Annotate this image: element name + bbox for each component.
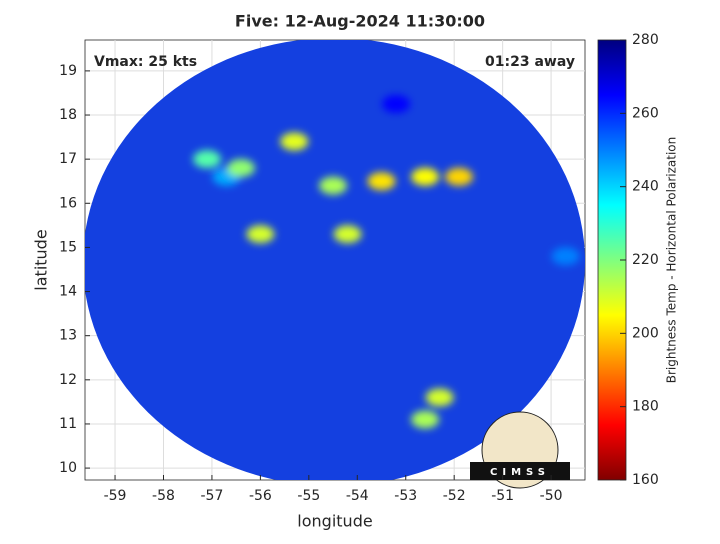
colorbar-tick-label: 220	[632, 252, 659, 268]
hotspot	[411, 167, 440, 186]
chart-title: Five: 12-Aug-2024 11:30:00	[235, 12, 485, 31]
hotspot	[333, 225, 362, 244]
y-tick-label: 12	[59, 372, 77, 388]
x-tick-label: -50	[540, 488, 563, 504]
colorbar-tick-label: 160	[632, 472, 659, 488]
x-tick-label: -57	[201, 488, 224, 504]
colorbar-tick-label: 260	[632, 105, 659, 121]
x-tick-label: -51	[491, 488, 514, 504]
y-tick-label: 14	[59, 284, 77, 300]
scan-disc	[85, 40, 585, 480]
x-tick-label: -55	[297, 488, 320, 504]
x-tick-label: -56	[249, 488, 272, 504]
logo-text: CIMSS	[490, 467, 550, 478]
hotspot	[425, 388, 454, 407]
annotation: Vmax: 25 kts	[94, 54, 197, 70]
y-tick-label: 13	[59, 328, 77, 344]
x-tick-label: -52	[443, 488, 466, 504]
hotspot	[551, 247, 580, 266]
x-tick-label: -53	[394, 488, 417, 504]
logo: CIMSS	[470, 411, 570, 489]
y-tick-label: 15	[59, 239, 77, 255]
y-tick-label: 18	[59, 107, 77, 123]
hotspot	[411, 410, 440, 429]
hotspot	[367, 172, 396, 191]
x-tick-label: -54	[346, 488, 369, 504]
y-axis-label: latitude	[32, 229, 51, 290]
hotspot	[319, 176, 348, 195]
y-tick-label: 10	[59, 460, 77, 476]
annotation: 01:23 away	[485, 54, 575, 70]
y-tick-label: 16	[59, 195, 77, 211]
colorbar-label: Brightness Temp - Horizontal Polarizatio…	[665, 137, 679, 384]
colorbar-tick-label: 280	[632, 32, 659, 48]
hotspot	[246, 225, 275, 244]
hotspot	[280, 132, 309, 151]
x-tick-label: -58	[152, 488, 175, 504]
hotspot	[382, 94, 411, 113]
hotspot	[193, 150, 222, 169]
y-tick-label: 19	[59, 63, 77, 79]
y-tick-label: 17	[59, 151, 77, 167]
y-tick-label: 11	[59, 416, 77, 432]
x-tick-label: -59	[104, 488, 127, 504]
x-axis-label: longitude	[297, 512, 372, 531]
colorbar-tick-label: 180	[632, 399, 659, 415]
colorbar-tick-label: 240	[632, 179, 659, 195]
hotspot	[445, 167, 474, 186]
hotspot	[227, 158, 256, 177]
colorbar-tick-label: 200	[632, 325, 659, 341]
